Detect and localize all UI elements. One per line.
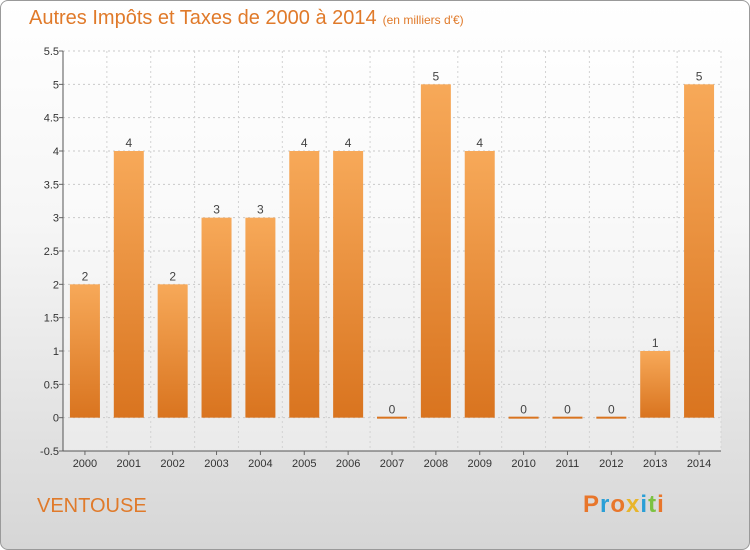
data-label: 4 (345, 136, 352, 150)
logo-letter: x (626, 491, 641, 518)
bar (640, 351, 671, 418)
data-label: 3 (257, 203, 264, 217)
bar (552, 416, 583, 419)
data-label: 4 (125, 136, 132, 150)
y-tick-label: 1.5 (44, 313, 59, 325)
bar (464, 151, 495, 418)
x-tick-label: 2012 (599, 458, 623, 470)
bar (201, 217, 232, 418)
data-label: 0 (564, 403, 571, 417)
x-tick-label: 2011 (556, 458, 580, 470)
data-label: 2 (82, 269, 89, 283)
y-tick-label: 5.5 (44, 46, 59, 58)
y-tick-label: 2 (53, 279, 59, 291)
bar (245, 217, 276, 418)
x-tick-label: 2010 (511, 458, 535, 470)
data-label: 5 (696, 69, 703, 83)
x-tick-label: 2013 (643, 458, 667, 470)
bar (289, 151, 320, 418)
logo-letter: P (583, 491, 601, 518)
logo-letter: i (640, 491, 649, 518)
x-tick-label: 2003 (204, 458, 228, 470)
y-tick-label: 3.5 (44, 179, 59, 191)
logo-letter: o (610, 491, 627, 518)
data-label: 4 (476, 136, 483, 150)
data-label: 0 (520, 403, 527, 417)
x-tick-label: 2007 (380, 458, 404, 470)
commune-name: VENTOUSE (37, 495, 147, 517)
logo-letter: t (648, 491, 658, 518)
y-tick-label: 3 (53, 213, 59, 225)
bar (420, 84, 451, 418)
x-tick-label: 2002 (160, 458, 184, 470)
x-tick-label: 2000 (73, 458, 97, 470)
data-label: 5 (433, 69, 440, 83)
x-tick-label: 2014 (687, 458, 711, 470)
title-text: Autres Impôts et Taxes de 2000 à 2014 (29, 7, 377, 29)
x-tick-label: 2006 (336, 458, 360, 470)
data-label: 3 (213, 203, 220, 217)
x-tick-label: 2009 (467, 458, 491, 470)
y-tick-label: 4.5 (44, 113, 59, 125)
logo-letter: r (600, 491, 611, 518)
data-label: 1 (652, 336, 659, 350)
y-tick-label: 0.5 (44, 379, 59, 391)
y-tick-label: 4 (53, 146, 59, 158)
bar (113, 151, 144, 418)
data-label: 2 (169, 269, 176, 283)
bar (596, 416, 627, 419)
bar (377, 416, 407, 419)
bar (684, 84, 715, 418)
x-tick-label: 2001 (117, 458, 141, 470)
bar (333, 151, 364, 418)
y-tick-label: 1 (53, 346, 59, 358)
x-tick-label: 2005 (292, 458, 316, 470)
chart-title: Autres Impôts et Taxes de 2000 à 2014 (en… (29, 7, 464, 30)
proxiti-logo: Proxiti (583, 491, 665, 519)
y-tick-label: -0.5 (40, 446, 59, 458)
data-label: 0 (389, 403, 396, 417)
bar (157, 284, 188, 418)
y-tick-label: 5 (53, 79, 59, 91)
y-tick-label: 2.5 (44, 246, 59, 258)
y-tick-label: 0 (53, 413, 59, 425)
logo-letter: i (657, 491, 665, 518)
data-label: 0 (608, 403, 615, 417)
x-tick-label: 2004 (248, 458, 272, 470)
title-unit: (en milliers d'€) (382, 13, 464, 27)
bar (69, 284, 100, 418)
data-label: 4 (301, 136, 308, 150)
bar (508, 416, 539, 419)
x-tick-label: 2008 (424, 458, 448, 470)
